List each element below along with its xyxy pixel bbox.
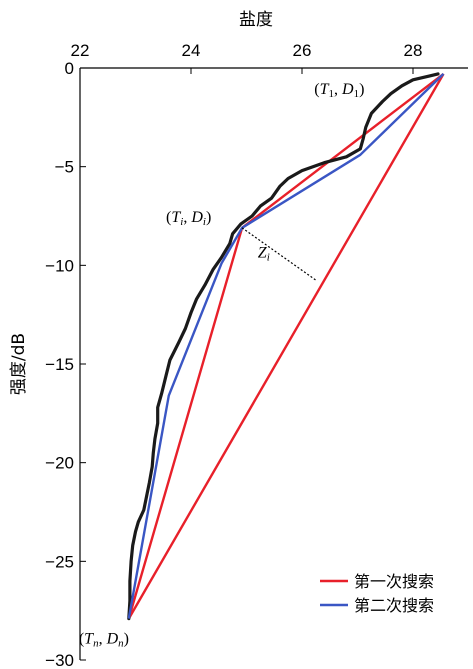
annotation-label: (Ti, Di) — [166, 209, 211, 228]
series-layer — [127, 72, 445, 621]
annotation-part: ( — [166, 209, 171, 226]
legend-label-second-search: 第二次搜索 — [354, 596, 434, 615]
y-tick-label: −15 — [45, 355, 74, 374]
annotation-subscript: n — [118, 638, 124, 650]
annotation-subscript: 1 — [329, 88, 335, 100]
y-axis: 0 −5 −10 −15 −20 −25 −30 — [45, 59, 86, 669]
annotation-subscript: 1 — [354, 88, 360, 100]
y-tick-label: −10 — [45, 256, 74, 275]
y-tick-label: −20 — [45, 454, 74, 473]
y-axis-title: 强度/dB — [9, 333, 29, 395]
annotation-label: (T1, D1) — [314, 81, 364, 100]
x-tick-label: 22 — [71, 41, 90, 60]
annotation-part: T — [84, 631, 94, 648]
annotation-part: ) — [206, 209, 211, 226]
annotation-part: , — [334, 81, 342, 98]
second-search-polyline — [127, 73, 445, 619]
x-axis-title: 盐度 — [239, 10, 273, 30]
y-tick-label: 0 — [65, 59, 74, 78]
annotation-part: , — [99, 631, 107, 648]
legend-label-first-search: 第一次搜索 — [354, 572, 434, 591]
x-tick-label: 28 — [404, 41, 423, 60]
annotation-part: ) — [359, 81, 364, 98]
annotation-part: T — [171, 209, 181, 226]
legend: 第一次搜索 第二次搜索 — [320, 572, 434, 615]
perpendicular-distance-line — [241, 227, 317, 281]
first-search-segment — [127, 227, 244, 619]
profile-line — [127, 72, 440, 621]
annotation-label: Zi — [258, 245, 270, 264]
first-search-segment — [127, 73, 445, 620]
annotation-subscript: i — [267, 252, 270, 264]
x-tick-label: 26 — [293, 41, 312, 60]
y-tick-label: −5 — [55, 158, 74, 177]
annotation-label: (Tn, Dn) — [79, 631, 129, 650]
annotation-subscript: i — [203, 216, 206, 228]
annotation-part: ( — [314, 81, 319, 98]
annotation-part: ( — [79, 631, 84, 648]
y-tick-label: −25 — [45, 552, 74, 571]
annotation-part: D — [341, 81, 354, 98]
y-tick-label: −30 — [45, 651, 74, 669]
x-axis: 22 24 26 28 — [71, 41, 423, 74]
annotation-part: D — [190, 209, 203, 226]
x-tick-label: 24 — [182, 41, 201, 60]
annotation-part: T — [320, 81, 330, 98]
annotation-part: ) — [124, 631, 129, 648]
annotation-layer: (T1, D1)(Ti, Di)Zi(Tn, Dn) — [79, 81, 365, 650]
annotation-part: , — [183, 209, 191, 226]
annotation-subscript: n — [93, 638, 99, 650]
annotation-subscript: i — [180, 216, 183, 228]
first-search-segment — [241, 72, 445, 229]
annotation-part: D — [106, 631, 119, 648]
annotation-part: Z — [258, 245, 268, 262]
